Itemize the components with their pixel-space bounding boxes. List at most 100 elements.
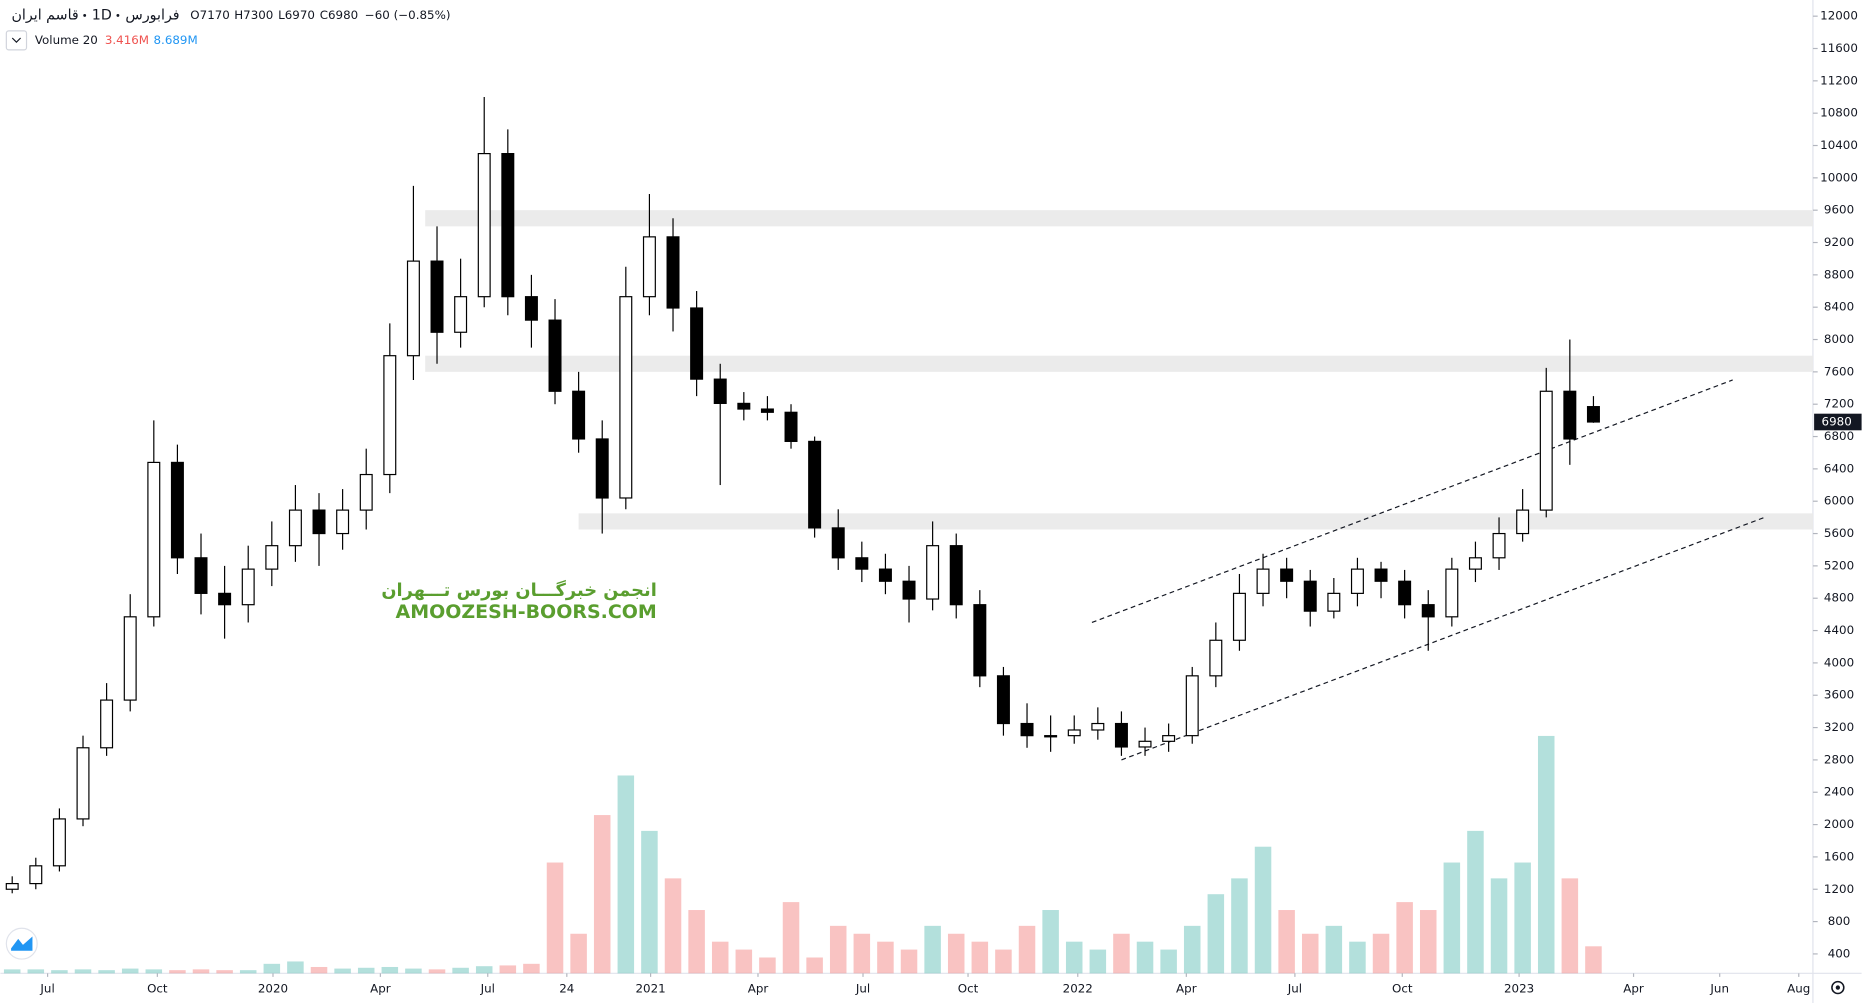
- candle-body: [76, 747, 90, 820]
- candle-body: [288, 509, 302, 547]
- candle-body: [454, 296, 468, 333]
- ohlc-high: H7300: [234, 8, 273, 22]
- candle-body: [996, 675, 1010, 725]
- volume-bar: [27, 969, 45, 974]
- candle-body: [572, 390, 586, 440]
- candle-body: [1138, 740, 1152, 748]
- candle-body: [359, 473, 373, 511]
- y-tick-label: 11600: [1820, 41, 1858, 55]
- volume-bar: [381, 966, 399, 974]
- volume-bar: [1160, 949, 1177, 974]
- volume-bar: [1585, 946, 1602, 974]
- candle-body: [194, 557, 208, 594]
- separator: [116, 14, 120, 17]
- volume-ma: 8.689M: [154, 33, 198, 47]
- candle-body: [477, 153, 491, 298]
- candle-body: [1586, 406, 1600, 423]
- collapse-button[interactable]: [5, 30, 28, 51]
- volume-bar: [877, 941, 894, 974]
- candle-body: [1421, 604, 1435, 618]
- volume-bar: [3, 969, 21, 974]
- volume-bar: [1183, 925, 1201, 974]
- volume-bar: [1349, 941, 1366, 974]
- x-tick-label: Jul: [39, 981, 54, 995]
- y-tick-label: 6000: [1824, 494, 1854, 508]
- candle-body: [524, 296, 538, 321]
- candle-body: [973, 604, 987, 677]
- volume-bar: [924, 925, 941, 974]
- candle-body: [855, 557, 869, 570]
- volume-bar: [452, 967, 469, 974]
- candle-body: [595, 438, 609, 499]
- volume-bar: [806, 957, 823, 974]
- candle-body: [1162, 735, 1176, 742]
- y-tick-label: 12000: [1820, 9, 1858, 23]
- candle-body: [218, 592, 232, 606]
- volume-bar: [499, 965, 517, 974]
- candle-body: [1374, 568, 1388, 582]
- volume-bar: [405, 968, 422, 974]
- candle-body: [406, 260, 420, 357]
- candle-body: [336, 509, 350, 535]
- volume-bar: [1042, 910, 1059, 974]
- volume-bar: [617, 775, 635, 974]
- volume-bar: [51, 970, 68, 974]
- chevron-icon: [11, 37, 22, 43]
- volume-bar: [263, 963, 281, 974]
- y-tick-label: 8000: [1824, 332, 1854, 346]
- candle-body: [29, 865, 43, 885]
- settings-icon: [1835, 985, 1840, 990]
- candle-body: [760, 408, 774, 413]
- candle-body: [666, 236, 680, 309]
- candle-body: [241, 568, 255, 606]
- settings-button[interactable]: [1831, 980, 1845, 995]
- candle-body: [902, 580, 916, 600]
- candle-body: [1539, 390, 1553, 511]
- candle-body: [1350, 568, 1364, 594]
- x-tick-label: Oct: [147, 981, 168, 995]
- volume-bar: [334, 968, 351, 974]
- interval: 1D: [92, 7, 112, 23]
- zone: [578, 513, 1813, 530]
- candle-body: [430, 260, 444, 333]
- x-tick-label: Oct: [958, 981, 979, 995]
- volume-bar: [641, 830, 658, 974]
- y-tick-label: 2000: [1824, 817, 1854, 831]
- y-tick-label: 11200: [1820, 73, 1858, 87]
- volume-bar: [1065, 941, 1083, 974]
- ohlc-open: O7170: [190, 8, 230, 22]
- volume-bar: [1325, 925, 1343, 974]
- y-tick-label: 400: [1828, 946, 1851, 960]
- candle-body: [1044, 735, 1058, 738]
- x-tick-label: Jun: [1709, 981, 1729, 995]
- exchange: فرابورس: [125, 7, 179, 23]
- candle-body: [52, 818, 66, 867]
- volume-bar: [1537, 735, 1555, 974]
- volume-bar: [593, 815, 611, 974]
- candle-body: [548, 319, 562, 392]
- volume-bar: [1467, 830, 1484, 974]
- candle-body: [926, 545, 940, 600]
- volume-bar: [995, 949, 1012, 974]
- symbol: قاسم ایران: [11, 7, 78, 23]
- volume-bar: [357, 967, 375, 974]
- candle-body: [1516, 509, 1530, 535]
- volume-bar: [475, 966, 493, 974]
- volume-bar: [1561, 878, 1579, 974]
- last-price-box: [1814, 413, 1862, 431]
- x-tick-label: 2021: [636, 981, 666, 995]
- y-tick-label: 10800: [1820, 106, 1858, 120]
- y-tick-label: 1600: [1824, 849, 1854, 863]
- trend-line: [1121, 516, 1765, 761]
- candle-body: [1185, 675, 1199, 737]
- ohlc-change: −60 (−0.85%): [365, 8, 451, 22]
- x-tick-label: Apr: [1176, 981, 1197, 995]
- volume-bar: [759, 957, 776, 974]
- volume-bar: [523, 963, 540, 974]
- separator: [83, 14, 87, 17]
- y-tick-label: 3600: [1824, 688, 1854, 702]
- volume-bar: [853, 933, 871, 974]
- ohlc-close: C6980: [320, 8, 358, 22]
